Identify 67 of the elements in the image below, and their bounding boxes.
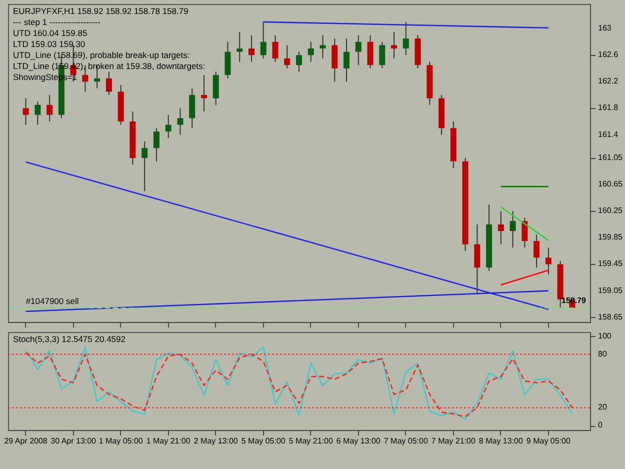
y-tick-label: 0 bbox=[598, 420, 603, 430]
candlestick bbox=[402, 21, 409, 56]
x-tick-label: 6 May 13:00 bbox=[336, 436, 381, 446]
candlestick bbox=[248, 34, 254, 62]
y-tick-label: 160.25 bbox=[598, 206, 624, 216]
y-tick-label: 161.05 bbox=[598, 153, 624, 162]
candlestick bbox=[474, 224, 480, 295]
candlestick bbox=[34, 101, 41, 126]
candlestick bbox=[534, 234, 540, 268]
x-tick-label: 1 May 05:00 bbox=[98, 436, 144, 446]
candlestick bbox=[355, 34, 362, 66]
y-tick-label: 162.2 bbox=[598, 76, 619, 86]
candlestick bbox=[106, 71, 112, 96]
candlestick bbox=[177, 108, 184, 136]
annotation: #1047900 sell bbox=[26, 296, 79, 306]
candlestick bbox=[46, 94, 53, 122]
candlestick bbox=[224, 41, 231, 79]
x-tick-label: 2 May 13:00 bbox=[194, 436, 238, 446]
candlestick bbox=[320, 34, 326, 59]
annotation: LTD 159.03 159.30 bbox=[13, 39, 86, 49]
x-tick-label: 30 Apr 13:00 bbox=[50, 436, 97, 446]
y-tick-label: 159.45 bbox=[598, 259, 624, 268]
candlestick bbox=[498, 210, 504, 245]
candlestick bbox=[367, 34, 374, 69]
candlestick bbox=[522, 217, 528, 248]
candlestick bbox=[391, 31, 398, 59]
x-tick-label: 8 May 13:00 bbox=[478, 436, 524, 446]
candlestick bbox=[296, 51, 302, 72]
candlestick bbox=[284, 44, 290, 69]
candlestick bbox=[189, 88, 196, 129]
x-tick-label: 29 Apr 2008 bbox=[4, 436, 48, 446]
candlestick bbox=[510, 210, 516, 248]
candlestick bbox=[153, 128, 160, 162]
y-tick-label: 162.6 bbox=[598, 50, 619, 60]
candlestick bbox=[165, 114, 172, 139]
candlestick bbox=[142, 140, 148, 192]
candlestick bbox=[379, 41, 386, 69]
y-tick-label: 161.4 bbox=[598, 130, 619, 139]
candlestick bbox=[212, 71, 219, 106]
y-tick-label: 161.8 bbox=[598, 103, 619, 112]
x-tick-label: 1 May 21:00 bbox=[146, 436, 191, 446]
annotation: UTD 160.04 159.85 bbox=[13, 28, 88, 38]
chart-title: Stoch(5,3,3) 12.5475 20.4592 bbox=[13, 334, 126, 344]
y-tick-label: 158.65 bbox=[598, 312, 624, 322]
candlestick bbox=[236, 31, 243, 62]
y-tick-label: 20 bbox=[598, 402, 608, 412]
y-tick-label: 159.05 bbox=[598, 286, 624, 295]
candlestick bbox=[22, 98, 29, 126]
x-tick-label: 5 May 21:00 bbox=[288, 436, 334, 446]
annotation: --- step 1 ------------------ bbox=[13, 17, 100, 27]
y-tick-label: 160.65 bbox=[598, 180, 624, 189]
candlestick bbox=[200, 74, 207, 112]
x-tick-label: 7 May 21:00 bbox=[431, 436, 476, 446]
candlestick bbox=[545, 247, 552, 275]
candlestick bbox=[332, 38, 338, 82]
y-tick-label: 80 bbox=[598, 349, 608, 358]
x-tick-label: 7 May 05:00 bbox=[384, 436, 428, 446]
y-tick-label: 100 bbox=[598, 331, 612, 340]
candlestick bbox=[260, 21, 266, 59]
x-tick-label: 5 May 05:00 bbox=[241, 436, 286, 446]
y-tick-label: 163 bbox=[598, 24, 612, 33]
chart-title: EURJPYFXF,H1 158.92 158.92 158.78 158.79 bbox=[13, 6, 189, 16]
y-tick-label: 159.85 bbox=[598, 232, 624, 242]
x-tick-label: 9 May 05:00 bbox=[526, 436, 571, 446]
candlestick bbox=[344, 38, 350, 82]
candlestick bbox=[272, 34, 278, 62]
candlestick bbox=[308, 41, 314, 62]
